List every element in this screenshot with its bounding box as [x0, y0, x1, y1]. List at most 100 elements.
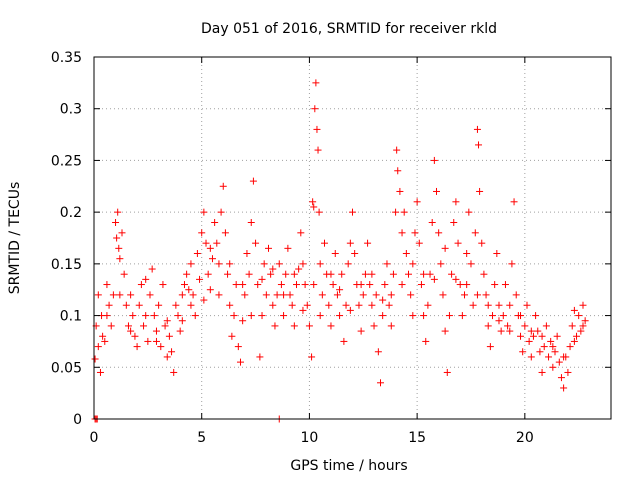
data-point [456, 281, 464, 289]
data-point [159, 281, 167, 289]
data-point [290, 322, 298, 330]
data-point [437, 260, 445, 268]
data-point [387, 322, 395, 330]
data-point [336, 286, 344, 294]
data-point [473, 291, 481, 299]
data-point [433, 187, 441, 195]
data-point [364, 239, 372, 247]
data-point [379, 296, 387, 304]
data-point [247, 218, 255, 226]
data-point [532, 312, 540, 320]
data-point [495, 317, 503, 325]
data-point [275, 260, 283, 268]
data-point [357, 281, 365, 289]
data-point [239, 317, 247, 325]
data-point [200, 296, 208, 304]
data-point [277, 281, 285, 289]
data-point [504, 322, 512, 330]
data-point [549, 363, 557, 371]
data-point [508, 260, 516, 268]
data-point [361, 270, 369, 278]
y-tick-label: 0.3 [60, 102, 82, 118]
data-point [133, 343, 141, 351]
data-point [109, 291, 117, 299]
data-point [150, 312, 158, 320]
data-point [245, 270, 253, 278]
data-point [409, 260, 417, 268]
data-point [311, 105, 319, 113]
data-point [478, 239, 486, 247]
data-point [206, 286, 214, 294]
data-point [458, 312, 466, 320]
data-point [299, 306, 307, 314]
data-point [536, 348, 544, 356]
y-tick-label: 0.05 [51, 360, 82, 376]
data-point [198, 229, 206, 237]
data-point [103, 281, 111, 289]
tick-labels-layer: 0 5 10 15 20 0 0.05 0.1 0.15 0.2 0.25 0.3 0.35 [51, 50, 534, 446]
data-point [230, 312, 238, 320]
data-point [430, 275, 438, 283]
data-point [290, 270, 298, 278]
data-point [480, 270, 488, 278]
data-point [236, 358, 244, 366]
data-point [396, 187, 404, 195]
data-point [114, 208, 122, 216]
data-point [420, 270, 428, 278]
data-point [422, 337, 430, 345]
data-point [252, 239, 260, 247]
data-point [575, 312, 583, 320]
data-point [469, 301, 477, 309]
y-tick-label: 0.2 [60, 205, 82, 221]
data-point [320, 239, 328, 247]
data-point [368, 301, 376, 309]
data-point [452, 275, 460, 283]
data-point [452, 198, 460, 206]
data-point [413, 198, 421, 206]
data-point [579, 322, 587, 330]
data-point [529, 332, 537, 340]
data-point [342, 301, 350, 309]
data-point [570, 306, 578, 314]
data-point [297, 229, 305, 237]
data-point [196, 275, 204, 283]
data-point [448, 270, 456, 278]
data-point [176, 327, 184, 335]
data-point [346, 306, 354, 314]
data-point [517, 312, 525, 320]
data-point [402, 250, 410, 258]
data-point [292, 281, 300, 289]
x-axis-label: GPS time / hours [290, 458, 407, 474]
data-point [157, 343, 165, 351]
data-point [267, 270, 275, 278]
data-point [579, 301, 587, 309]
data-point [379, 312, 387, 320]
data-point [116, 291, 124, 299]
data-point [560, 353, 568, 361]
data-point [538, 332, 546, 340]
data-point [295, 265, 303, 273]
data-point [394, 167, 402, 175]
data-point [96, 368, 104, 376]
data-point [568, 322, 576, 330]
data-point [131, 332, 139, 340]
data-point [94, 343, 102, 351]
data-point [547, 337, 555, 345]
data-point [327, 322, 335, 330]
data-point [185, 286, 193, 294]
data-point [426, 270, 434, 278]
data-point [333, 291, 341, 299]
y-tick-label: 0.1 [60, 309, 82, 325]
data-point [344, 260, 352, 268]
data-point [370, 322, 378, 330]
data-point [258, 275, 266, 283]
data-point [284, 244, 292, 252]
data-point [545, 353, 553, 361]
data-point [228, 332, 236, 340]
data-point [224, 270, 232, 278]
data-point [336, 312, 344, 320]
data-point [484, 301, 492, 309]
x-tick-label: 20 [516, 430, 534, 446]
data-point [461, 291, 469, 299]
